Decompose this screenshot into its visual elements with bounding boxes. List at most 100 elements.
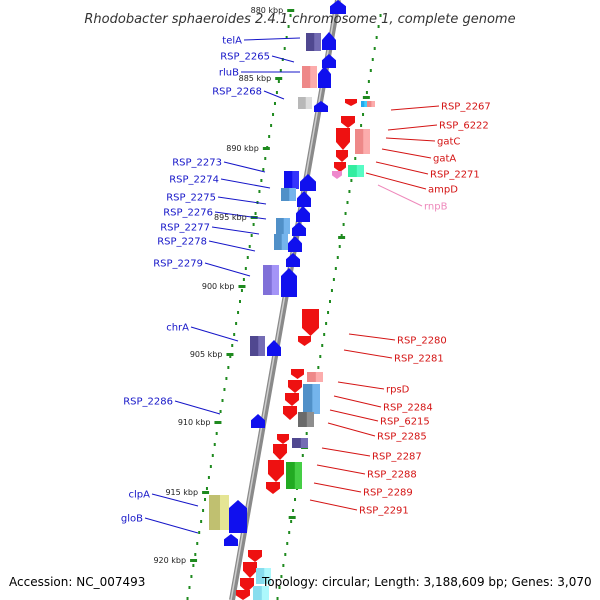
gene-feature[interactable] (273, 444, 287, 460)
gene-shape[interactable] (336, 150, 348, 162)
gene-label[interactable]: RSP_2278 (157, 237, 207, 248)
gene-feature[interactable] (302, 66, 317, 88)
gene-feature[interactable] (306, 33, 321, 51)
gene-feature[interactable] (292, 438, 308, 448)
gene-shape[interactable] (288, 236, 302, 252)
gene-shape[interactable] (300, 174, 316, 191)
gene-shape[interactable] (322, 54, 336, 68)
gene-feature[interactable] (367, 101, 375, 107)
gene-feature[interactable] (283, 406, 297, 420)
gene-feature[interactable] (345, 99, 357, 106)
gene-shape[interactable] (248, 550, 262, 562)
gene-label[interactable]: RSP_2267 (441, 102, 491, 113)
gene-feature[interactable] (292, 222, 306, 236)
gene-label[interactable]: RSP_2286 (123, 397, 173, 408)
gene-feature[interactable] (248, 550, 262, 562)
gene-label[interactable]: RSP_2268 (212, 87, 262, 98)
gene-feature[interactable] (251, 414, 265, 428)
gene-shape[interactable] (330, 0, 346, 14)
gene-feature[interactable] (276, 218, 290, 234)
gene-labels[interactable]: telA RSP_2265 rluB RSP_2268 RSP_2273 RSP_2274… (121, 36, 491, 525)
gene-feature[interactable] (334, 162, 346, 172)
gene-feature[interactable] (298, 412, 314, 427)
gene-feature[interactable] (314, 101, 328, 112)
gene-label[interactable]: RSP_2288 (367, 470, 417, 481)
gene-label[interactable]: RSP_2265 (220, 52, 270, 63)
gene-feature[interactable] (229, 500, 247, 533)
gene-shape[interactable] (297, 191, 311, 207)
gene-label[interactable]: RSP_2275 (166, 193, 216, 204)
gene-feature[interactable] (243, 562, 257, 578)
gene-feature[interactable] (285, 393, 299, 406)
gene-feature[interactable] (281, 268, 297, 297)
gene-feature[interactable] (277, 434, 289, 444)
gene-shape[interactable] (298, 336, 311, 346)
gene-label[interactable]: rnpB (424, 202, 448, 213)
gene-feature[interactable] (297, 191, 311, 207)
gene-label[interactable]: RSP_2281 (394, 354, 444, 365)
gene-shape[interactable] (288, 380, 302, 393)
gene-feature[interactable] (291, 369, 304, 379)
gene-label[interactable]: RSP_2273 (172, 158, 222, 169)
gene-label[interactable]: RSP_2285 (377, 432, 427, 443)
gene-feature[interactable] (224, 534, 238, 546)
gene-label[interactable]: RSP_2284 (383, 403, 433, 414)
gene-shape[interactable] (314, 101, 328, 112)
gene-feature[interactable] (266, 482, 280, 494)
gene-feature[interactable] (298, 97, 312, 109)
gene-feature[interactable] (296, 206, 310, 222)
gene-label[interactable]: RSP_6222 (439, 121, 489, 132)
gene-feature[interactable] (253, 586, 269, 600)
gene-label[interactable]: clpA (129, 490, 151, 501)
gene-feature[interactable] (256, 568, 271, 584)
gene-feature[interactable] (236, 590, 250, 600)
gene-shape[interactable] (224, 534, 238, 546)
gene-feature[interactable] (288, 236, 302, 252)
gene-shape[interactable] (292, 222, 306, 236)
gene-shape[interactable] (318, 66, 331, 88)
gene-label[interactable]: gatC (437, 137, 460, 148)
gene-feature[interactable] (298, 336, 311, 346)
gene-label[interactable]: gatA (433, 154, 456, 165)
gene-shape[interactable] (277, 434, 289, 444)
gene-feature[interactable] (322, 32, 336, 50)
gene-label[interactable]: RSP_2291 (359, 506, 409, 517)
gene-feature[interactable] (288, 380, 302, 393)
gene-shape[interactable] (281, 268, 297, 297)
gene-label[interactable]: chrA (166, 323, 189, 334)
gene-label[interactable]: RSP_2289 (363, 488, 413, 499)
gene-feature[interactable] (286, 462, 302, 489)
gene-feature[interactable] (209, 495, 229, 530)
gene-label[interactable]: telA (222, 36, 242, 47)
gene-feature[interactable] (286, 253, 300, 267)
gene-label[interactable]: RSP_2279 (153, 259, 203, 270)
gene-feature[interactable] (302, 309, 319, 336)
gene-label[interactable]: ampD (428, 185, 458, 196)
gene-shape[interactable] (322, 32, 336, 50)
gene-shape[interactable] (302, 309, 319, 336)
gene-feature[interactable] (341, 116, 355, 128)
gene-feature[interactable] (240, 578, 254, 592)
gene-label[interactable]: RSP_2280 (397, 336, 447, 347)
gene-feature[interactable] (330, 0, 346, 14)
gene-label[interactable]: rluB (219, 68, 239, 79)
gene-shape[interactable] (334, 162, 346, 172)
gene-label[interactable]: RSP_2287 (372, 452, 422, 463)
gene-shape[interactable] (286, 253, 300, 267)
gene-feature[interactable] (361, 101, 367, 107)
gene-shape[interactable] (251, 414, 265, 428)
gene-feature[interactable] (336, 128, 350, 150)
gene-feature[interactable] (318, 66, 331, 88)
gene-feature[interactable] (284, 171, 299, 189)
gene-shape[interactable] (291, 369, 304, 379)
gene-feature[interactable] (332, 171, 342, 179)
gene-shape[interactable] (285, 393, 299, 406)
gene-shape[interactable] (341, 116, 355, 128)
gene-feature[interactable] (267, 340, 281, 356)
gene-feature[interactable] (336, 150, 348, 162)
gene-shape[interactable] (336, 128, 350, 150)
gene-feature[interactable] (322, 54, 336, 68)
gene-shape[interactable] (268, 460, 284, 482)
gene-feature[interactable] (303, 384, 320, 414)
gene-shape[interactable] (283, 406, 297, 420)
